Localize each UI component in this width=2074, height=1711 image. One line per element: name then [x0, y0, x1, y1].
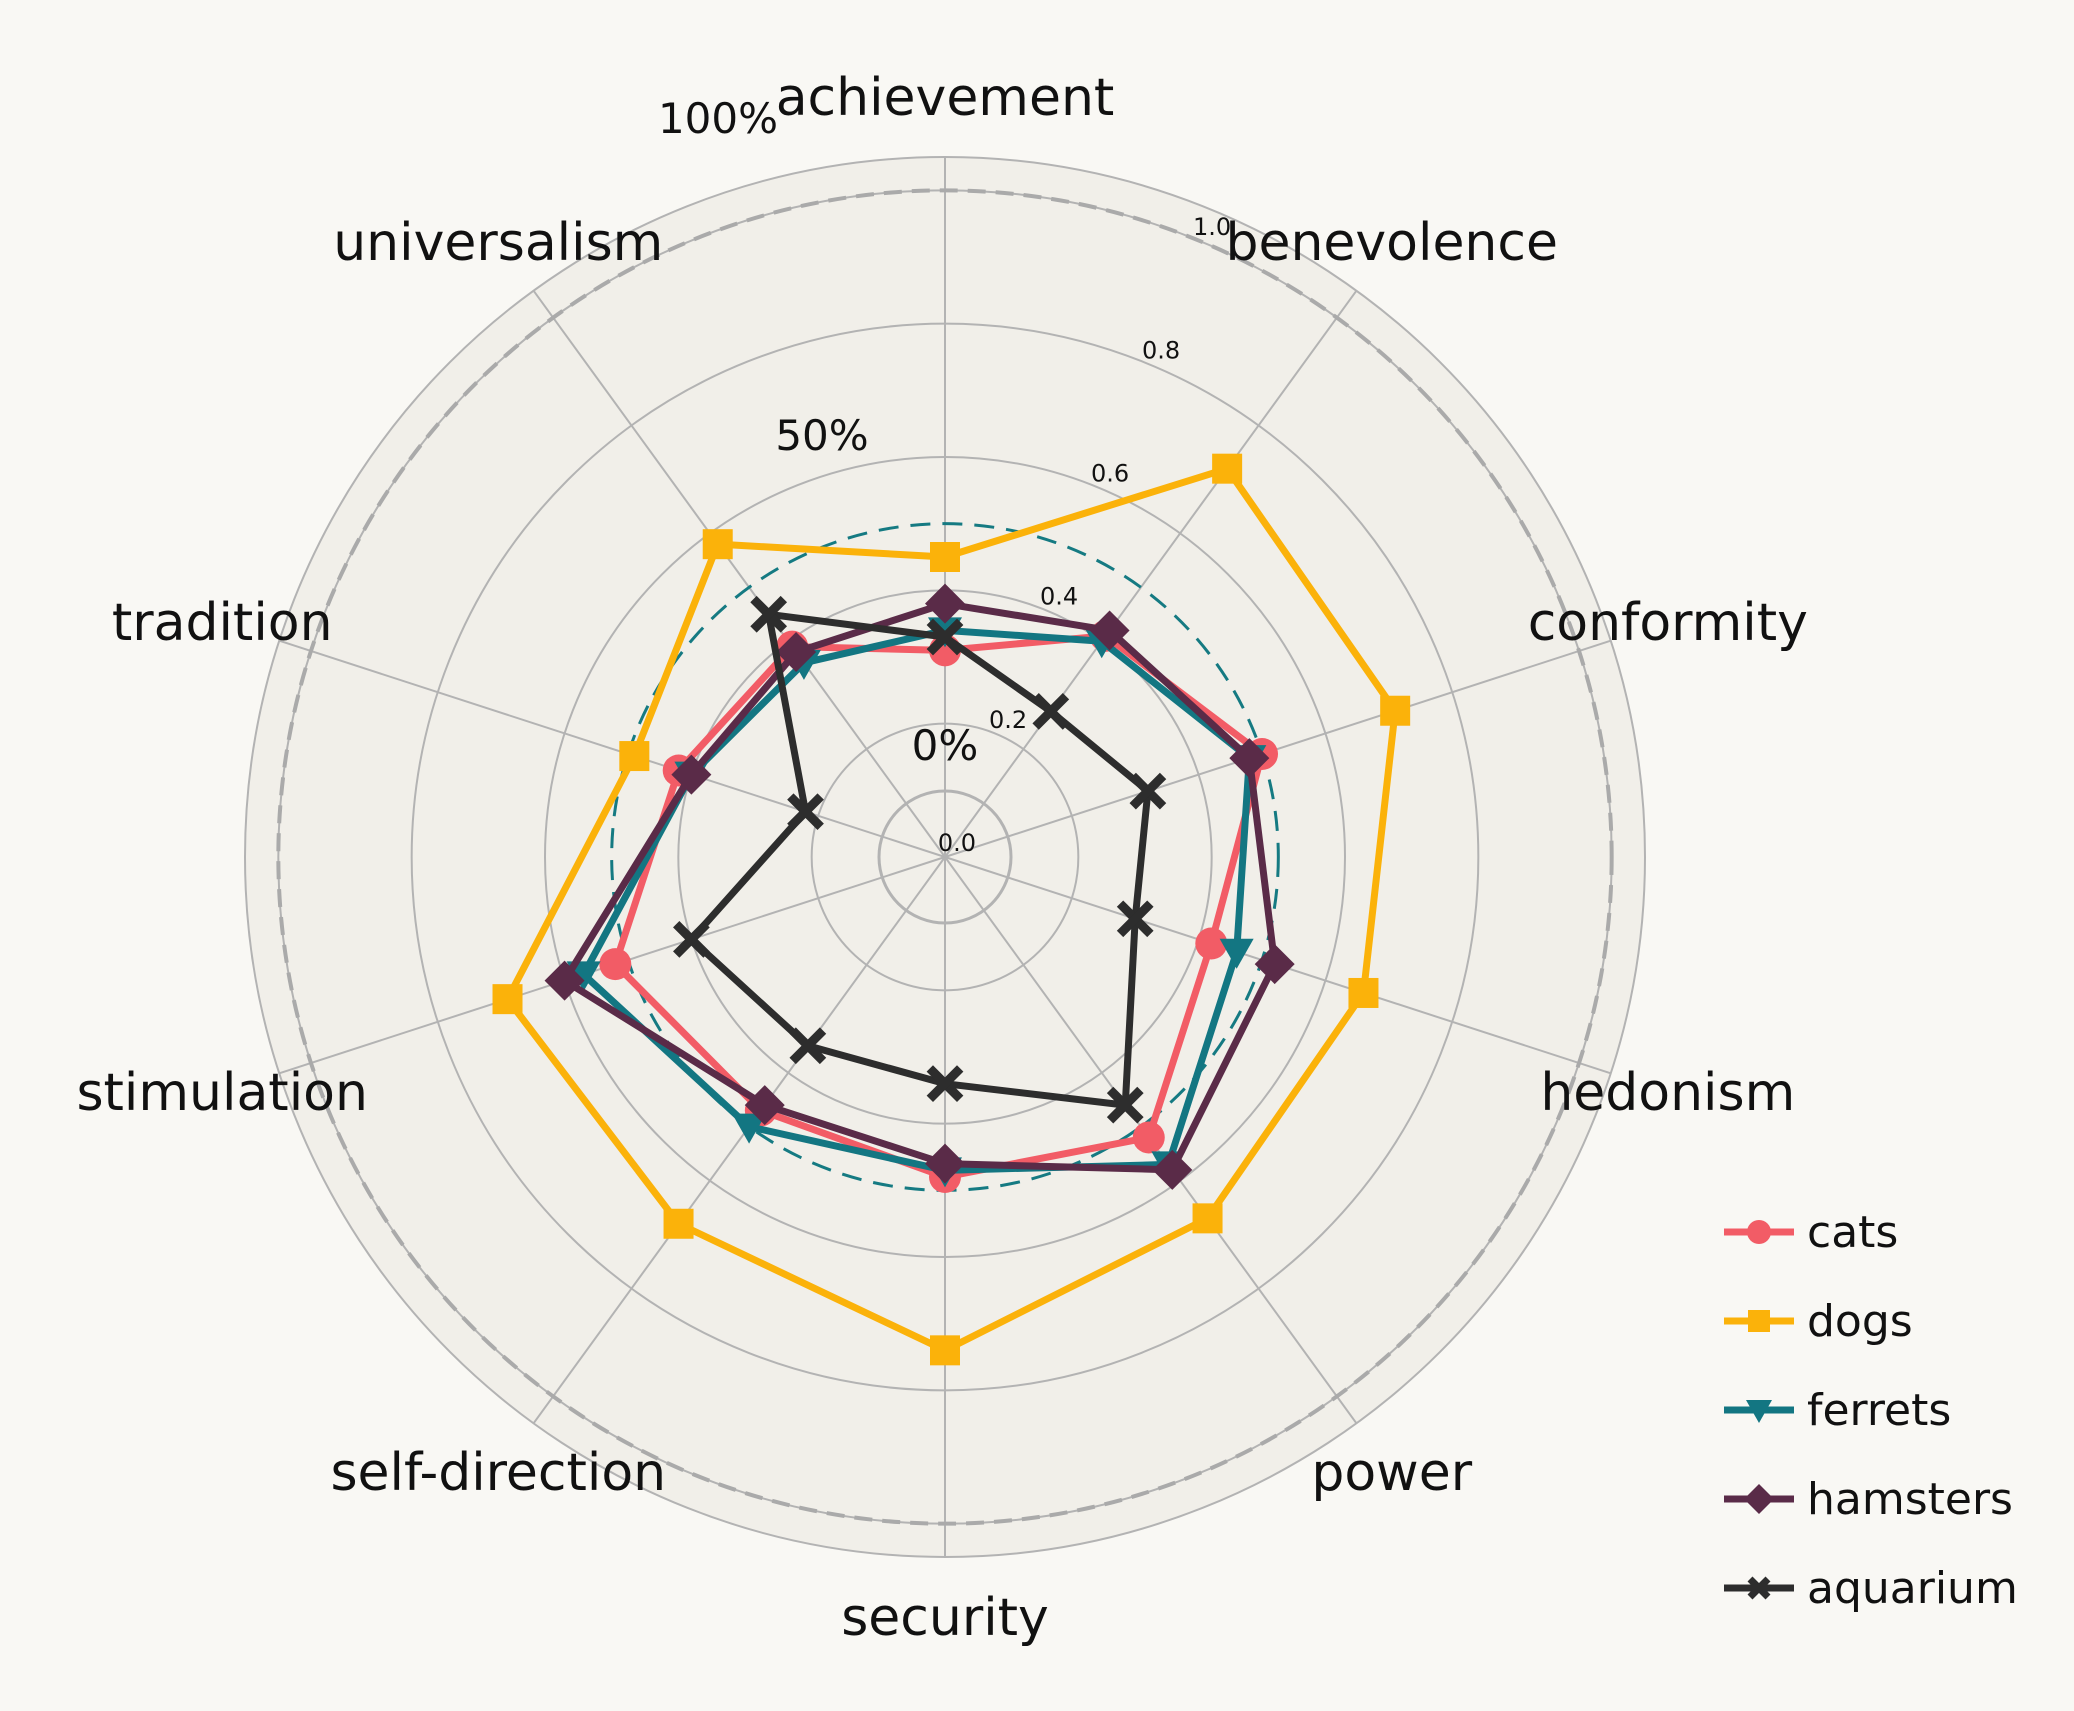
radial-tick-label: 0.0: [938, 829, 976, 857]
legend-item-ferrets: ferrets: [1724, 1385, 1951, 1436]
axis-label-self-direction: self-direction: [330, 1443, 666, 1503]
data-point: [493, 984, 523, 1014]
radial-tick-label: 0.8: [1142, 336, 1180, 364]
reference-ring-label: 0%: [912, 721, 979, 770]
data-point: [1348, 978, 1378, 1008]
radial-tick-label: 0.4: [1040, 583, 1078, 611]
data-point: [930, 542, 960, 572]
data-point: [930, 1335, 960, 1365]
data-point: [599, 948, 631, 980]
axis-label-tradition: tradition: [112, 593, 333, 653]
data-point: [1133, 1121, 1165, 1153]
legend-item-cats: cats: [1724, 1207, 1898, 1258]
legend-item-aquarium: aquarium: [1724, 1563, 2018, 1614]
axis-label-stimulation: stimulation: [76, 1063, 367, 1123]
data-point: [703, 529, 733, 559]
legend-item-hamsters: hamsters: [1724, 1474, 2013, 1525]
data-point: [664, 1209, 694, 1239]
reference-ring-label: 100%: [658, 94, 778, 143]
legend-label: cats: [1807, 1207, 1898, 1258]
legend-label: hamsters: [1807, 1474, 2013, 1525]
legend-label: dogs: [1807, 1296, 1913, 1347]
axis-label-security: security: [841, 1588, 1049, 1648]
legend: cats dogs ferrets hamsters aquarium: [1724, 1207, 2018, 1614]
radial-tick-label: 0.2: [989, 706, 1027, 734]
axis-label-conformity: conformity: [1528, 593, 1808, 653]
legend-label: ferrets: [1807, 1385, 1951, 1436]
data-point: [1193, 1203, 1223, 1233]
axis-label-universalism: universalism: [333, 213, 663, 273]
reference-ring-label: 50%: [775, 411, 868, 460]
axis-label-hedonism: hedonism: [1540, 1063, 1795, 1123]
data-point: [1380, 696, 1410, 726]
axis-label-achievement: achievement: [776, 68, 1115, 128]
legend-item-dogs: dogs: [1724, 1296, 1913, 1347]
data-point: [1212, 454, 1242, 484]
legend-marker: [1748, 1310, 1770, 1332]
axis-label-benevolence: benevolence: [1225, 213, 1558, 273]
radial-tick-label: 0.6: [1091, 459, 1129, 487]
legend-label: aquarium: [1807, 1563, 2018, 1614]
legend-marker: [1747, 1220, 1771, 1244]
axis-label-power: power: [1311, 1443, 1472, 1503]
legend-marker: [1744, 1484, 1774, 1514]
data-point: [619, 741, 649, 771]
